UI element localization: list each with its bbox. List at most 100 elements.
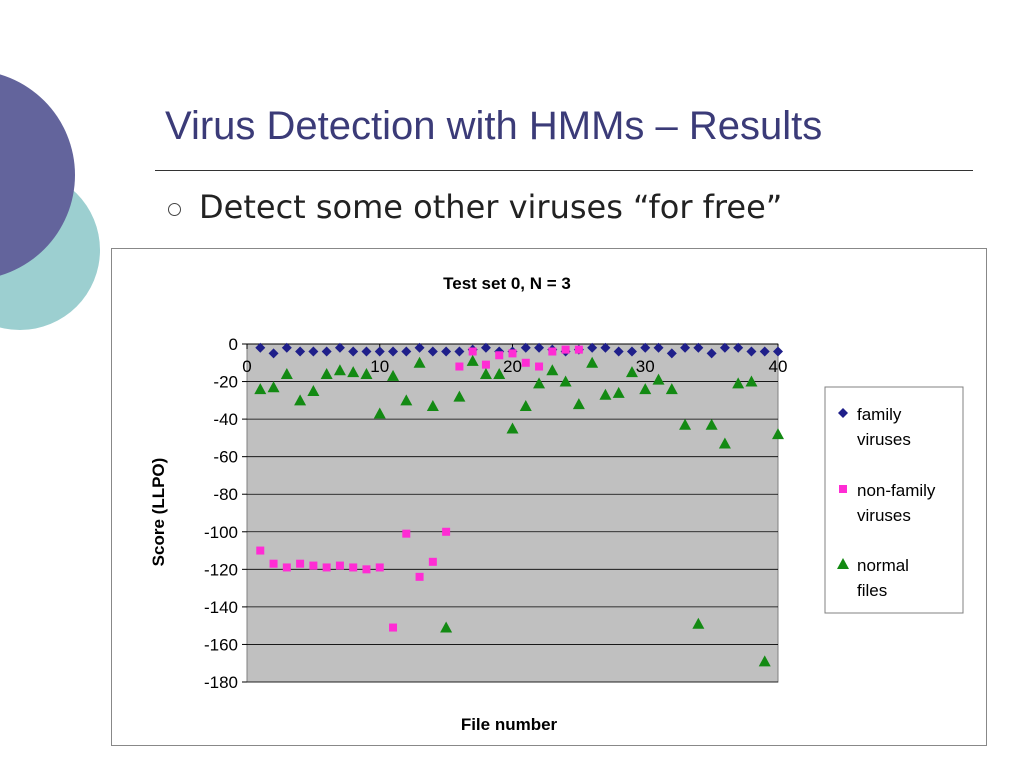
normal-files-point xyxy=(586,356,599,368)
y-tick-label: -20 xyxy=(213,373,238,392)
family-viruses-point xyxy=(401,346,412,357)
normal-files-point xyxy=(400,394,413,406)
family-viruses-point xyxy=(626,346,637,357)
family-viruses-point xyxy=(680,342,691,353)
family-viruses-point xyxy=(693,342,704,353)
family-viruses-point xyxy=(733,342,744,353)
normal-files-point xyxy=(559,375,572,387)
decorative-circles xyxy=(0,0,120,420)
data-points xyxy=(254,342,784,667)
family-viruses-point xyxy=(640,342,651,353)
y-tick-label: -80 xyxy=(213,485,238,504)
non-family-viruses-point xyxy=(521,358,530,367)
normal-files-point xyxy=(533,377,546,389)
normal-files-point xyxy=(692,617,705,629)
non-family-viruses-point xyxy=(481,360,490,369)
y-tick-label: -60 xyxy=(213,448,238,467)
normal-files-point xyxy=(254,383,267,395)
normal-files-point xyxy=(772,428,784,440)
non-family-viruses-point xyxy=(428,557,437,566)
y-tick-label: -40 xyxy=(213,410,238,429)
normal-files-point xyxy=(426,399,439,411)
normal-files-point xyxy=(732,377,745,389)
family-viruses-point xyxy=(773,346,783,357)
family-viruses-point xyxy=(374,346,385,357)
family-viruses-point xyxy=(295,346,306,357)
family-viruses-point xyxy=(534,342,545,353)
family-viruses-point xyxy=(427,346,438,357)
y-axis-ticks: 0 -20 -40 -60 -80 -100 -120 -140 -160 -180 xyxy=(204,335,247,692)
x-tick-label: 40 xyxy=(769,357,788,376)
normal-files-point xyxy=(665,383,678,395)
non-family-viruses-point xyxy=(402,529,411,538)
normal-files-point xyxy=(625,366,638,378)
family-viruses-point xyxy=(719,342,730,353)
y-tick-label: -140 xyxy=(204,598,238,617)
non-family-viruses-point xyxy=(442,527,451,536)
normal-files-point xyxy=(440,621,453,633)
family-viruses-point xyxy=(759,346,770,357)
normal-files-point xyxy=(307,384,320,396)
y-tick-label: -120 xyxy=(204,560,238,579)
circle-bullet-icon xyxy=(168,202,181,216)
legend-label-family-viruses: family viruses xyxy=(857,405,911,449)
x-axis-ticks: 0 10 20 30 40 xyxy=(242,343,788,376)
family-viruses-point xyxy=(666,348,677,359)
x-tick-label: 20 xyxy=(503,357,522,376)
x-tick-label: 0 xyxy=(242,357,251,376)
non-family-viruses-point xyxy=(256,546,265,555)
normal-files-point xyxy=(493,368,506,380)
non-family-viruses-point xyxy=(309,561,318,570)
non-family-viruses-point xyxy=(561,345,570,354)
x-tick-label: 30 xyxy=(636,357,655,376)
family-viruses-point xyxy=(587,342,598,353)
non-family-viruses-point xyxy=(468,347,477,356)
chart-title: Test set 0, N = 3 xyxy=(443,274,571,293)
non-family-viruses-point xyxy=(548,347,557,356)
non-family-viruses-point xyxy=(455,362,464,371)
normal-files-point xyxy=(466,354,479,366)
normal-files-point xyxy=(519,399,532,411)
family-viruses-point xyxy=(334,342,345,353)
normal-files-point xyxy=(280,368,293,380)
normal-files-point xyxy=(679,418,692,430)
normal-files-point xyxy=(652,373,665,385)
normal-files-point xyxy=(572,398,585,410)
purple-circle xyxy=(0,74,75,276)
bullet-item: Detect some other viruses “for free” xyxy=(168,188,782,226)
normal-files-point xyxy=(718,437,731,449)
normal-files-point xyxy=(267,381,280,393)
family-viruses-point xyxy=(414,342,425,353)
non-family-viruses-point xyxy=(415,572,424,581)
normal-files-point xyxy=(347,366,360,378)
gridlines xyxy=(247,343,778,683)
normal-files-point xyxy=(506,422,519,434)
normal-files-point xyxy=(546,364,559,376)
legend-marker-non-family-viruses xyxy=(839,485,847,493)
legend-marker-normal-files xyxy=(837,558,849,569)
family-viruses-point xyxy=(454,346,465,357)
non-family-viruses-point xyxy=(269,559,278,568)
x-axis-label: File number xyxy=(461,715,558,734)
non-family-viruses-point xyxy=(349,563,358,572)
normal-files-point xyxy=(639,383,652,395)
non-family-viruses-point xyxy=(375,563,384,572)
normal-files-point xyxy=(612,386,625,398)
family-viruses-point xyxy=(706,348,717,359)
non-family-viruses-point xyxy=(495,351,504,360)
normal-files-point xyxy=(599,388,612,400)
legend: family viruses non-family viruses normal file… xyxy=(824,386,964,614)
family-viruses-point xyxy=(361,346,372,357)
normal-files-point xyxy=(705,418,718,430)
normal-files-point xyxy=(413,356,426,368)
non-family-viruses-point xyxy=(389,623,398,632)
normal-files-point xyxy=(333,364,346,376)
family-viruses-point xyxy=(441,346,452,357)
family-viruses-point xyxy=(268,348,279,359)
family-viruses-point xyxy=(388,346,399,357)
scatter-chart: Test set 0, N = 3 0-20-40-60-80-100-120-… xyxy=(149,274,964,734)
x-tick-label: 10 xyxy=(370,357,389,376)
y-tick-label: -180 xyxy=(204,673,238,692)
normal-files-point xyxy=(745,375,758,387)
non-family-viruses-point xyxy=(508,349,517,358)
